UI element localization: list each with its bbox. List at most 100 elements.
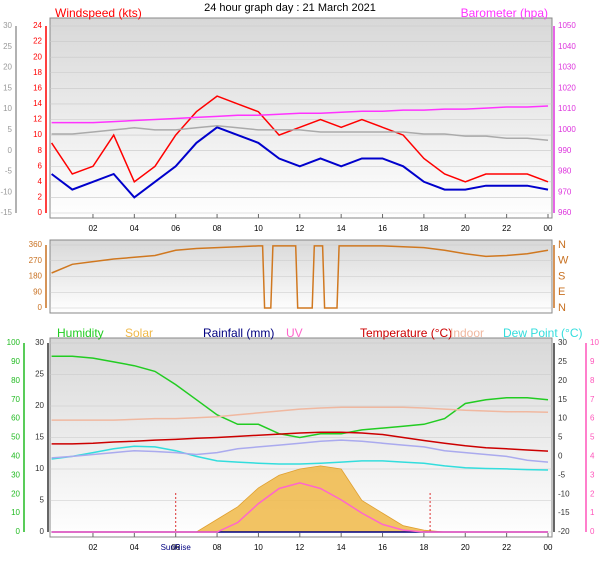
y2-tick-label: 960 <box>558 208 572 217</box>
y-tick-label: 5 <box>40 496 45 505</box>
x-tick-label: 20 <box>461 224 470 233</box>
y4-tick-label: 7 <box>590 395 595 404</box>
y2-tick-label: E <box>558 286 565 298</box>
y-tick-label: 24 <box>33 21 42 30</box>
y-tick-label: 360 <box>29 240 43 249</box>
series-line <box>51 105 549 124</box>
x-tick-label: 06 <box>171 224 180 233</box>
y2-tick-label: 10 <box>558 414 567 423</box>
y2-tick-label: N <box>558 239 566 251</box>
y3-tick-label: 20 <box>3 63 12 72</box>
y-tick-label: 0 <box>40 527 45 536</box>
y3-tick-label: -15 <box>0 208 12 217</box>
x-tick-label: 16 <box>378 543 387 552</box>
y4-tick-label: 8 <box>590 376 595 385</box>
series-line <box>51 406 549 421</box>
series-line <box>50 126 549 199</box>
y-tick-label: 10 <box>33 130 42 139</box>
series-line <box>51 431 549 452</box>
x-tick-label: 04 <box>130 543 139 552</box>
y2-tick-label: -20 <box>558 527 570 536</box>
y-tick-label: 90 <box>33 287 42 296</box>
series-line <box>50 95 549 183</box>
y-tick-label: 14 <box>33 99 42 108</box>
series-line <box>51 482 548 533</box>
x-tick-label: 10 <box>254 224 263 233</box>
y2-tick-label: 0 <box>558 452 563 461</box>
series-line <box>51 124 549 142</box>
x-tick-label: 12 <box>295 543 304 552</box>
x-tick-label: 08 <box>213 543 222 552</box>
legend-label: Rainfall (mm) <box>203 326 274 340</box>
x-tick-label: 16 <box>378 224 387 233</box>
y-tick-label: 20 <box>35 401 44 410</box>
series-line <box>51 445 549 471</box>
legend-label: Indoor <box>450 326 484 340</box>
y2-tick-label: 1030 <box>558 63 576 72</box>
x-tick-label: 00 <box>544 543 553 552</box>
legend-label: Barometer (hpa) <box>461 6 548 20</box>
y2-tick-label: S <box>558 270 565 282</box>
legend-label: Temperature (°C) <box>360 326 452 340</box>
y3-tick-label: 10 <box>11 508 20 517</box>
y-tick-label: 25 <box>35 370 44 379</box>
x-tick-label: 08 <box>213 224 222 233</box>
y2-tick-label: 990 <box>558 146 572 155</box>
x-tick-label: 14 <box>337 543 346 552</box>
y2-tick-label: 1020 <box>558 83 576 92</box>
x-tick-label: 18 <box>419 224 428 233</box>
y4-tick-label: 5 <box>590 433 595 442</box>
y2-tick-label: 30 <box>558 338 567 347</box>
series-line <box>51 355 549 439</box>
y-tick-label: 270 <box>29 256 43 265</box>
y-tick-label: 30 <box>35 338 44 347</box>
y2-tick-label: 970 <box>558 187 572 196</box>
y-tick-label: 6 <box>38 161 43 170</box>
y2-tick-label: -10 <box>558 489 570 498</box>
y3-tick-label: 30 <box>11 470 20 479</box>
series-line <box>51 245 549 309</box>
y-tick-label: 15 <box>35 433 44 442</box>
y-tick-label: 16 <box>33 83 42 92</box>
y3-tick-label: 90 <box>11 357 20 366</box>
y2-tick-label: N <box>558 302 566 314</box>
y-tick-label: 22 <box>33 37 42 46</box>
x-tick-label: 20 <box>461 543 470 552</box>
y3-tick-label: 0 <box>8 146 13 155</box>
y4-tick-label: 0 <box>590 527 595 536</box>
y2-tick-label: -15 <box>558 508 570 517</box>
y-tick-label: 10 <box>35 464 44 473</box>
y-tick-label: 180 <box>29 272 43 281</box>
y2-tick-label: 25 <box>558 357 567 366</box>
y4-tick-label: 3 <box>590 470 595 479</box>
y4-tick-label: 4 <box>590 452 595 461</box>
y3-tick-label: 25 <box>3 42 12 51</box>
x-tick-label: 22 <box>502 224 511 233</box>
y-tick-label: 0 <box>38 208 43 217</box>
series-line <box>51 439 549 463</box>
y3-tick-label: -5 <box>5 167 13 176</box>
y2-tick-label: 5 <box>558 433 563 442</box>
x-tick-label: 00 <box>544 224 553 233</box>
y2-tick-label: 1010 <box>558 104 576 113</box>
y3-tick-label: 70 <box>11 395 20 404</box>
y2-tick-label: 1050 <box>558 21 576 30</box>
y3-tick-label: 0 <box>16 527 21 536</box>
x-tick-label: 02 <box>89 543 98 552</box>
x-tick-label: 14 <box>337 224 346 233</box>
y3-tick-label: 80 <box>11 376 20 385</box>
plot-area <box>49 17 553 219</box>
x-tick-label: 02 <box>89 224 98 233</box>
y4-tick-label: 6 <box>590 414 595 423</box>
x-tick-label: 18 <box>419 543 428 552</box>
y3-tick-label: 60 <box>11 414 20 423</box>
legend-label: Dew Point (°C) <box>503 326 582 340</box>
y2-tick-label: 15 <box>558 395 567 404</box>
y-tick-label: 12 <box>33 115 42 124</box>
y2-tick-label: W <box>558 255 569 267</box>
y4-tick-label: 10 <box>590 338 599 347</box>
y3-tick-label: 10 <box>3 104 12 113</box>
x-tick-label: 06 <box>171 543 180 552</box>
x-tick-label: 04 <box>130 224 139 233</box>
